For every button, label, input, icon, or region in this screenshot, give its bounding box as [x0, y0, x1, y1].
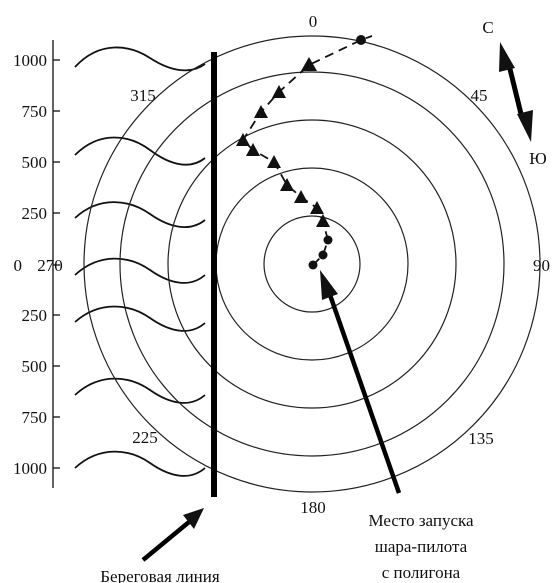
scale-label-750-top: 750 — [22, 102, 48, 121]
launch-site-caption-line2: шара-пилота — [375, 537, 468, 556]
bearing-45: 45 — [471, 86, 488, 105]
bearing-180: 180 — [300, 498, 326, 517]
range-rings — [83, 35, 541, 493]
coastline-caption: Береговая линия — [100, 567, 220, 583]
compass-south-label: Ю — [529, 149, 546, 168]
bearing-270: 270 — [37, 256, 63, 275]
balloon-track-triangle-markers — [236, 57, 330, 227]
bearing-90: 90 — [533, 256, 550, 275]
scale-label-500-top: 500 — [22, 153, 48, 172]
scale-label-250-bottom: 250 — [22, 306, 48, 325]
bearing-0: 0 — [309, 12, 318, 31]
coastline-pointer-arrow — [141, 508, 204, 562]
north-south-arrow — [499, 42, 533, 142]
bearing-225: 225 — [132, 428, 158, 447]
bearing-135: 135 — [468, 429, 494, 448]
height-scale-ticks — [53, 59, 60, 469]
scale-label-1000-bottom: 1000 — [13, 459, 47, 478]
compass-north-label: С — [482, 18, 493, 37]
scale-label-750-bottom: 750 — [22, 408, 48, 427]
launch-site-pointer-arrow — [320, 270, 402, 494]
balloon-track-circle-markers — [308, 35, 366, 270]
sea-waves — [74, 46, 206, 477]
scale-label-1000-top: 1000 — [13, 51, 47, 70]
scale-label-0: 0 — [14, 256, 23, 275]
launch-site-caption-line1: Место запуска — [368, 511, 474, 530]
bearing-315: 315 — [130, 86, 156, 105]
scale-label-500-bottom: 500 — [22, 357, 48, 376]
launch-site-caption-line3: с полигона — [382, 563, 461, 582]
scale-label-250-top: 250 — [22, 204, 48, 223]
